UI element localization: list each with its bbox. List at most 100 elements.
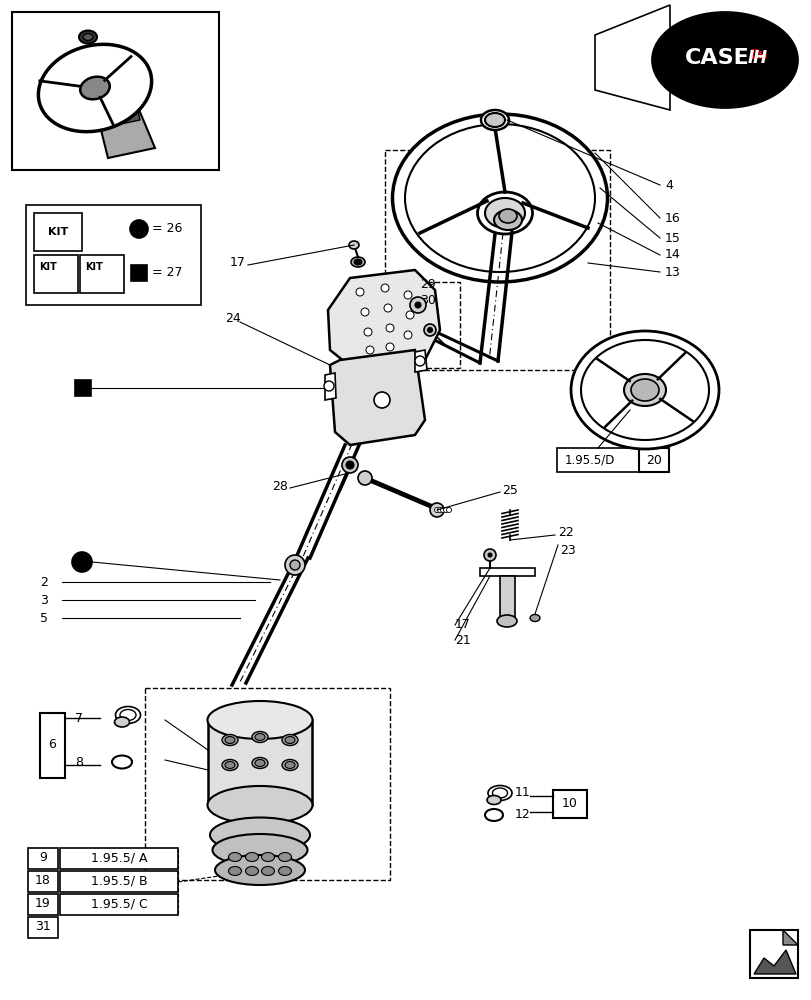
Bar — [28, 871, 58, 892]
Ellipse shape — [208, 786, 312, 824]
Text: 1.95.5/D: 1.95.5/D — [564, 454, 615, 466]
Ellipse shape — [215, 855, 305, 885]
Circle shape — [487, 553, 491, 557]
Circle shape — [404, 291, 411, 299]
Text: 24: 24 — [225, 312, 240, 324]
Ellipse shape — [221, 734, 238, 746]
Ellipse shape — [487, 785, 512, 800]
Ellipse shape — [652, 12, 796, 108]
Ellipse shape — [487, 795, 500, 804]
Ellipse shape — [484, 113, 504, 127]
Text: 1.95.5/ A: 1.95.5/ A — [91, 851, 147, 864]
Text: 13: 13 — [664, 265, 680, 278]
Ellipse shape — [499, 209, 517, 223]
Text: 30: 30 — [419, 294, 436, 306]
Text: 8: 8 — [75, 756, 83, 768]
Circle shape — [72, 552, 92, 572]
Bar — [479, 568, 534, 576]
Circle shape — [285, 555, 305, 575]
Text: 21: 21 — [454, 634, 470, 647]
Ellipse shape — [496, 615, 517, 627]
Bar — [80, 255, 124, 293]
Circle shape — [341, 457, 358, 473]
Circle shape — [427, 328, 432, 332]
Ellipse shape — [630, 379, 659, 401]
Ellipse shape — [228, 852, 241, 861]
Text: 17: 17 — [230, 256, 246, 269]
Text: Ⅱʜ: Ⅱʜ — [749, 48, 768, 62]
Ellipse shape — [278, 866, 291, 876]
Text: KIT: KIT — [39, 262, 57, 272]
Circle shape — [423, 324, 436, 336]
Ellipse shape — [484, 809, 502, 821]
Text: 1.95.5/ B: 1.95.5/ B — [91, 874, 147, 887]
Text: 17: 17 — [454, 618, 470, 632]
Ellipse shape — [492, 788, 507, 798]
Text: 2: 2 — [40, 576, 48, 588]
Circle shape — [345, 461, 354, 469]
Ellipse shape — [210, 817, 310, 852]
Text: = 26: = 26 — [152, 223, 182, 235]
Ellipse shape — [350, 257, 365, 267]
Text: 7: 7 — [75, 712, 83, 724]
Ellipse shape — [477, 192, 532, 234]
Circle shape — [404, 331, 411, 339]
Ellipse shape — [281, 760, 298, 770]
Circle shape — [385, 343, 393, 351]
Ellipse shape — [354, 259, 362, 265]
Bar — [131, 265, 147, 281]
Ellipse shape — [38, 44, 152, 132]
Text: 15: 15 — [664, 232, 680, 244]
Ellipse shape — [221, 760, 238, 770]
Circle shape — [363, 328, 371, 336]
Bar — [60, 871, 178, 892]
Circle shape — [434, 508, 439, 512]
Bar — [28, 894, 58, 915]
Text: 9: 9 — [39, 851, 47, 864]
Polygon shape — [782, 930, 797, 945]
Circle shape — [443, 508, 448, 512]
Ellipse shape — [114, 717, 129, 727]
Circle shape — [430, 503, 444, 517]
Bar — [500, 576, 514, 621]
Bar — [552, 790, 586, 818]
Polygon shape — [100, 110, 139, 128]
Circle shape — [414, 302, 420, 308]
Text: 6: 6 — [48, 738, 56, 752]
Circle shape — [355, 288, 363, 296]
Text: 25: 25 — [501, 484, 517, 496]
Ellipse shape — [480, 110, 508, 130]
Ellipse shape — [255, 734, 264, 740]
Ellipse shape — [581, 340, 708, 440]
Bar — [60, 894, 178, 915]
Bar — [28, 848, 58, 869]
Polygon shape — [753, 950, 795, 974]
Text: 18: 18 — [35, 874, 51, 887]
Ellipse shape — [228, 866, 241, 876]
Ellipse shape — [405, 124, 594, 272]
Text: 3: 3 — [40, 593, 48, 606]
Circle shape — [290, 560, 299, 570]
Text: KIT: KIT — [48, 227, 68, 237]
Ellipse shape — [245, 852, 258, 861]
Bar — [34, 213, 82, 251]
Ellipse shape — [212, 834, 307, 866]
Circle shape — [366, 346, 374, 354]
Circle shape — [385, 324, 393, 332]
Ellipse shape — [623, 374, 665, 406]
Bar — [34, 255, 78, 293]
Text: 28: 28 — [272, 480, 288, 492]
Text: 14: 14 — [664, 248, 680, 261]
Circle shape — [406, 311, 414, 319]
Text: CASE: CASE — [684, 48, 749, 68]
Circle shape — [380, 284, 388, 292]
Bar — [749, 930, 797, 978]
Circle shape — [384, 304, 392, 312]
Ellipse shape — [570, 331, 718, 449]
Ellipse shape — [349, 241, 358, 249]
Ellipse shape — [484, 198, 525, 228]
Text: 11: 11 — [514, 786, 530, 799]
Polygon shape — [328, 270, 440, 375]
Text: = 27: = 27 — [152, 266, 182, 279]
Circle shape — [483, 549, 496, 561]
